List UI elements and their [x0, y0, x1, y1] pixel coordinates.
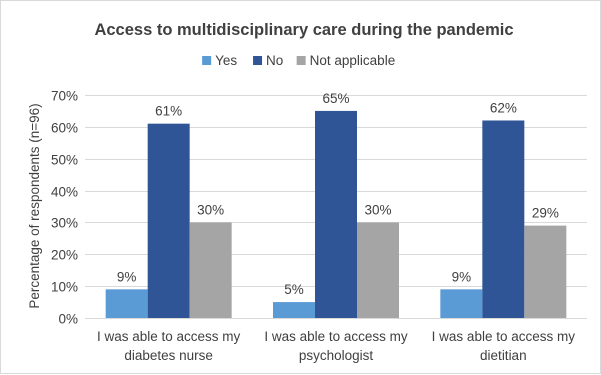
bars [105, 110, 567, 319]
y-tick-label: 60% [51, 121, 78, 136]
data-label: 9% [117, 269, 137, 284]
data-label: 5% [284, 282, 304, 297]
y-tick-label: 0% [58, 312, 78, 327]
data-labels: 9% 61% 30% 5% 65% 30% 9% 62% 29% [117, 91, 559, 297]
y-axis-label: Percentage of respondents (n=96) [27, 103, 42, 308]
bar [189, 222, 232, 318]
y-tick-label: 70% [51, 89, 78, 104]
legend-label: Not applicable [310, 53, 396, 68]
y-tick-label: 50% [51, 153, 78, 168]
legend-swatch [202, 56, 212, 65]
bar [482, 120, 525, 318]
x-tick-label: I was able to access my diabetes nurse [97, 329, 241, 363]
bar [524, 225, 567, 318]
bar [105, 289, 148, 318]
y-tick-label: 10% [51, 280, 78, 295]
bar [315, 110, 357, 318]
data-label: 30% [364, 202, 391, 217]
legend-label: Yes [215, 53, 237, 68]
bar [357, 222, 399, 318]
data-label: 65% [322, 91, 349, 106]
x-tick-label: I was able to access my psychologist [264, 329, 408, 363]
x-axis-categories: I was able to access my diabetes nurse I w… [97, 329, 575, 363]
legend-swatch [253, 56, 263, 65]
y-tick-label: 20% [51, 248, 78, 263]
y-tick-label: 40% [51, 185, 78, 200]
bar [273, 302, 315, 318]
bar [440, 289, 483, 318]
y-axis-ticks: 0% 10% 20% 30% 40% 50% 60% 70% [51, 89, 78, 327]
data-label: 9% [452, 269, 472, 284]
chart-title: Access to multidisciplinary care during … [94, 21, 513, 39]
y-tick-label: 30% [51, 216, 78, 231]
x-tick-label: I was able to access my dietitian [432, 329, 576, 363]
legend-swatch [296, 56, 306, 65]
legend-label: No [266, 53, 283, 68]
data-label: 61% [155, 104, 182, 119]
data-label: 62% [490, 100, 517, 115]
data-label: 29% [532, 206, 559, 221]
chart-legend: Yes No Not applicable [202, 53, 395, 68]
data-label: 30% [197, 202, 224, 217]
bar [147, 123, 190, 319]
